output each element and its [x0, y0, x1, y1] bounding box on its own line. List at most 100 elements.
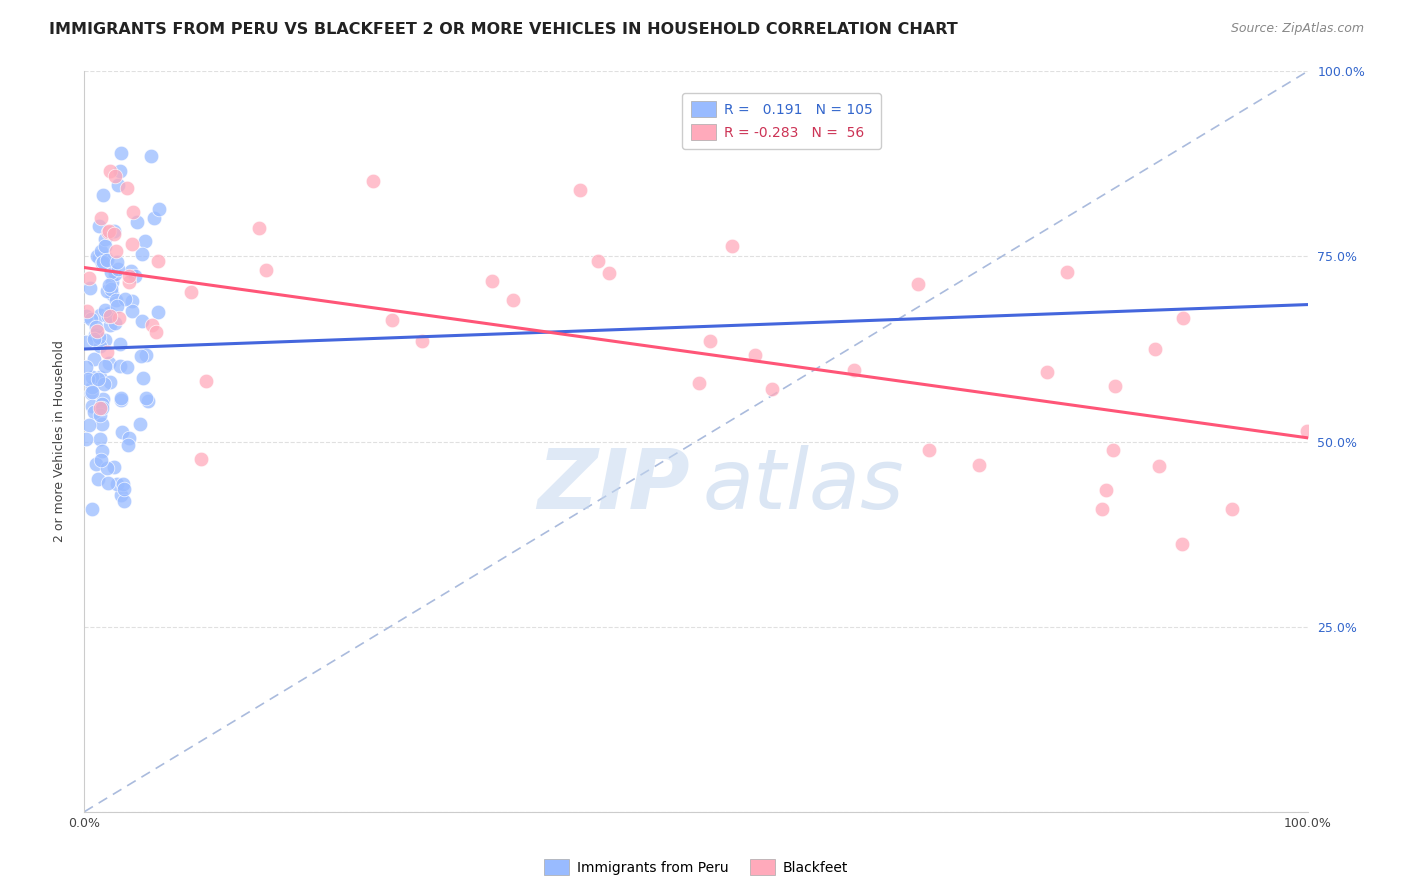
Point: [907, 277, 929, 291]
Point: [131, 314, 153, 328]
Point: [502, 293, 524, 307]
Point: [107, 255, 129, 269]
Point: [98, 224, 121, 238]
Point: [104, 169, 127, 183]
Point: [89, 339, 111, 353]
Point: [79, 281, 101, 295]
Point: [194, 374, 217, 388]
Point: [104, 244, 127, 259]
Point: [135, 391, 157, 405]
Point: [87, 372, 110, 386]
Point: [141, 318, 163, 332]
Point: [148, 202, 170, 217]
Point: [97, 306, 120, 320]
Point: [190, 451, 212, 466]
Point: [96, 253, 118, 268]
Point: [97, 309, 120, 323]
Point: [127, 215, 149, 229]
Point: [94, 303, 117, 318]
Point: [94, 333, 117, 347]
Point: [80, 384, 103, 399]
Point: [1035, 365, 1057, 379]
Point: [105, 477, 128, 491]
Point: [86, 249, 108, 263]
Point: [134, 234, 156, 248]
Text: IMMIGRANTS FROM PERU VS BLACKFEET 2 OR MORE VEHICLES IN HOUSEHOLD CORRELATION CH: IMMIGRANTS FROM PERU VS BLACKFEET 2 OR M…: [49, 22, 957, 37]
Point: [381, 313, 404, 327]
Point: [1147, 458, 1170, 473]
Point: [110, 488, 132, 502]
Point: [97, 356, 120, 370]
Point: [131, 246, 153, 260]
Point: [75, 359, 97, 374]
Point: [247, 221, 270, 235]
Point: [84, 457, 107, 471]
Point: [91, 417, 114, 431]
Point: [121, 304, 143, 318]
Point: [87, 219, 110, 234]
Point: [254, 263, 277, 277]
Point: [1295, 424, 1317, 438]
Point: [89, 432, 111, 446]
Point: [104, 268, 127, 282]
Point: [598, 266, 620, 280]
Point: [112, 482, 135, 496]
Point: [108, 337, 131, 351]
Point: [97, 277, 120, 292]
Point: [86, 324, 108, 338]
Point: [124, 268, 146, 283]
Point: [115, 181, 138, 195]
Point: [90, 452, 112, 467]
Point: [105, 293, 128, 307]
Point: [94, 359, 117, 373]
Point: [91, 401, 114, 416]
Point: [104, 316, 127, 330]
Point: [121, 236, 143, 251]
Point: [1091, 502, 1114, 516]
Point: [145, 325, 167, 339]
Point: [98, 163, 121, 178]
Point: [93, 232, 115, 246]
Point: [107, 178, 129, 192]
Point: [112, 477, 135, 491]
Legend: Immigrants from Peru, Blackfeet: Immigrants from Peru, Blackfeet: [544, 859, 848, 875]
Point: [117, 432, 139, 446]
Point: [91, 256, 114, 270]
Point: [103, 224, 125, 238]
Point: [89, 370, 111, 384]
Point: [118, 268, 141, 283]
Point: [842, 363, 865, 377]
Point: [1056, 265, 1078, 279]
Point: [114, 292, 136, 306]
Point: [77, 418, 100, 433]
Point: [80, 311, 103, 326]
Point: [75, 335, 97, 350]
Point: [91, 255, 114, 269]
Point: [139, 149, 162, 163]
Point: [77, 371, 100, 385]
Point: [699, 334, 721, 349]
Point: [84, 328, 107, 343]
Point: [142, 211, 165, 225]
Point: [96, 461, 118, 475]
Point: [136, 393, 159, 408]
Point: [90, 211, 112, 225]
Point: [98, 375, 121, 389]
Point: [117, 438, 139, 452]
Point: [76, 304, 98, 318]
Point: [1171, 536, 1194, 550]
Point: [1144, 342, 1167, 356]
Point: [93, 376, 115, 391]
Point: [148, 305, 170, 319]
Point: [111, 425, 134, 440]
Point: [84, 319, 107, 334]
Point: [103, 459, 125, 474]
Point: [97, 225, 120, 239]
Point: [91, 392, 114, 406]
Point: [1173, 310, 1195, 325]
Point: [105, 299, 128, 313]
Point: [82, 502, 104, 516]
Point: [90, 444, 112, 458]
Point: [87, 330, 110, 344]
Point: [89, 409, 111, 423]
